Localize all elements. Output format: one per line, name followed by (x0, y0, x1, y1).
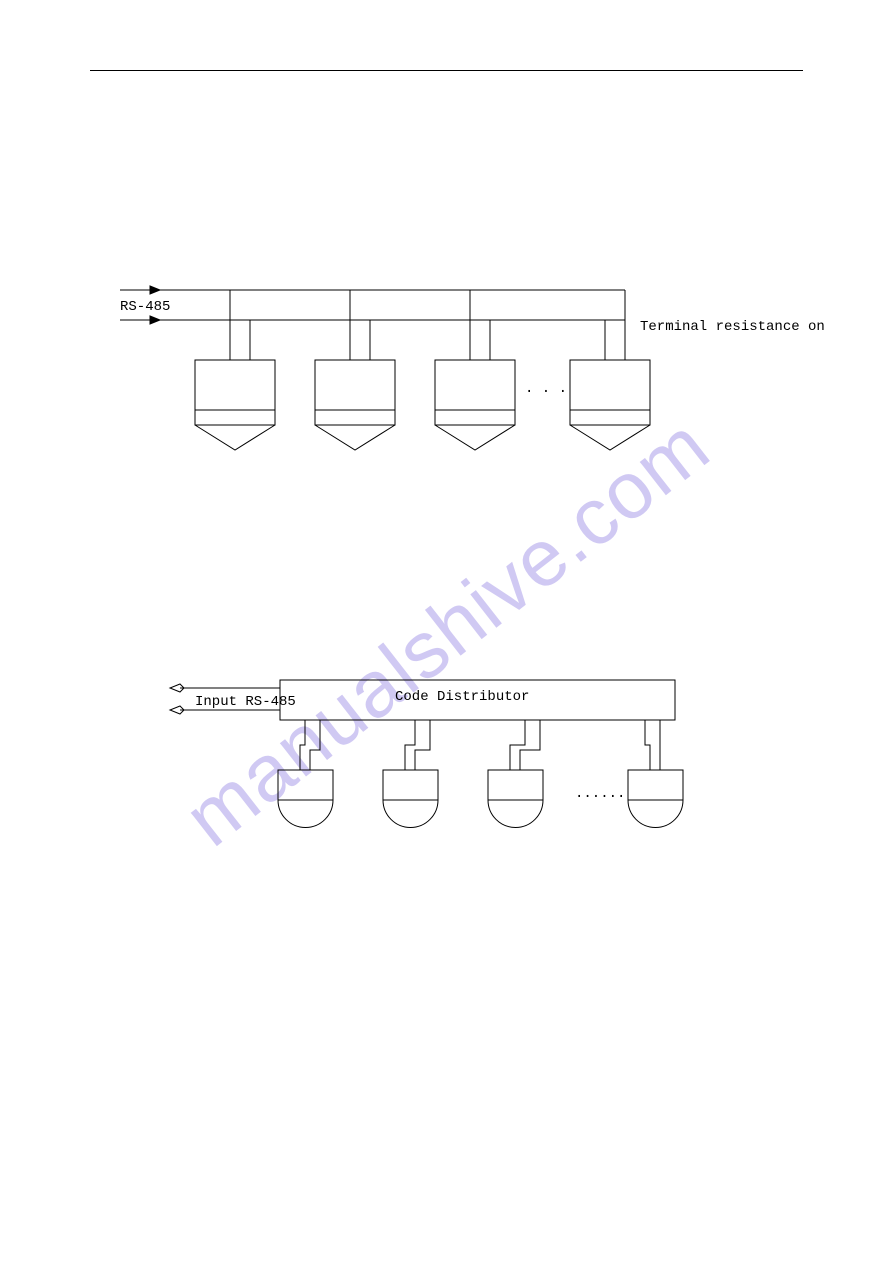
drop-wires-3 (510, 720, 540, 770)
input-rs485-label: Input RS-485 (195, 694, 296, 710)
dome-camera-2 (383, 770, 438, 828)
drop-wires-4 (645, 720, 660, 770)
diagram-code-distributor: Input RS-485 Code Distributor ······ (0, 0, 893, 900)
ellipsis-2: ······ (575, 789, 625, 805)
dome-camera-1 (278, 770, 333, 828)
dome-camera-4 (628, 770, 683, 828)
dome-camera-3 (488, 770, 543, 828)
drop-wires-2 (405, 720, 430, 770)
code-distributor-label: Code Distributor (395, 689, 529, 705)
drop-wires-1 (300, 720, 320, 770)
